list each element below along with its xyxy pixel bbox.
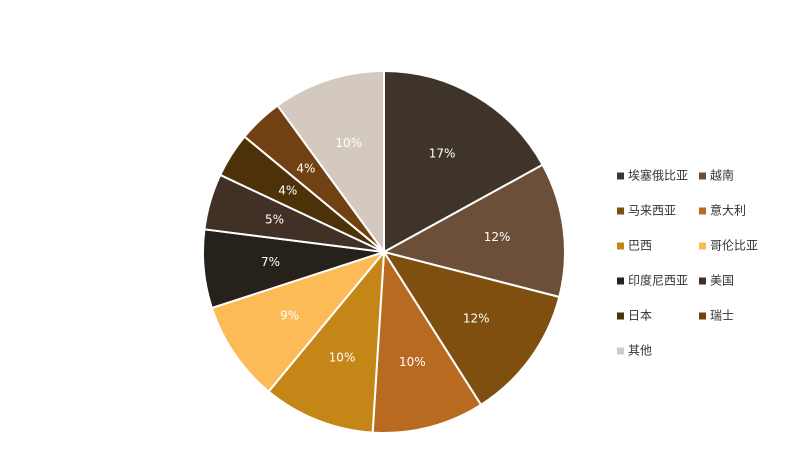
data-label: 10% xyxy=(399,355,426,369)
data-label: 10% xyxy=(329,351,356,365)
legend-label: 日本 xyxy=(628,309,652,323)
pie-slice xyxy=(381,163,566,299)
legend-swatch xyxy=(699,207,706,215)
legend-label: 巴西 xyxy=(628,239,652,253)
pie-slice xyxy=(276,69,385,256)
legend-swatch xyxy=(699,312,706,320)
data-label: 4% xyxy=(296,161,315,175)
pie-slice xyxy=(381,250,561,407)
legend-swatch xyxy=(617,312,624,320)
data-label: 10% xyxy=(335,136,362,150)
legend-label: 哥伦比亚 xyxy=(710,238,758,253)
legend-swatch xyxy=(617,242,624,250)
pie-slice xyxy=(210,249,387,393)
data-label: 12% xyxy=(463,312,490,326)
legend-label: 埃塞俄比亚 xyxy=(628,168,688,183)
legend-swatch xyxy=(699,242,706,250)
pie-slice xyxy=(371,248,483,434)
legend-swatch xyxy=(617,347,624,355)
legend-swatch xyxy=(617,277,624,285)
legend-swatch xyxy=(699,277,706,285)
legend-swatch xyxy=(617,207,624,215)
legend-swatch xyxy=(617,172,624,180)
data-label: 9% xyxy=(280,309,299,323)
legend-label: 越南 xyxy=(710,168,734,183)
pie-slice xyxy=(383,69,544,254)
legend-label: 其他 xyxy=(628,344,652,358)
legend-label: 瑞士 xyxy=(710,309,734,323)
legend-swatch xyxy=(699,172,706,180)
legend-label: 美国 xyxy=(710,274,734,288)
legend-label: 马来西亚 xyxy=(628,204,676,218)
data-label: 7% xyxy=(261,255,280,269)
data-label: 17% xyxy=(429,146,456,160)
legend-label: 印度尼西亚 xyxy=(628,273,688,288)
data-label: 12% xyxy=(484,230,511,244)
data-label: 4% xyxy=(278,183,297,197)
data-label: 5% xyxy=(265,213,284,227)
pie-slice xyxy=(267,248,386,434)
legend-label: 意大利 xyxy=(710,203,746,218)
